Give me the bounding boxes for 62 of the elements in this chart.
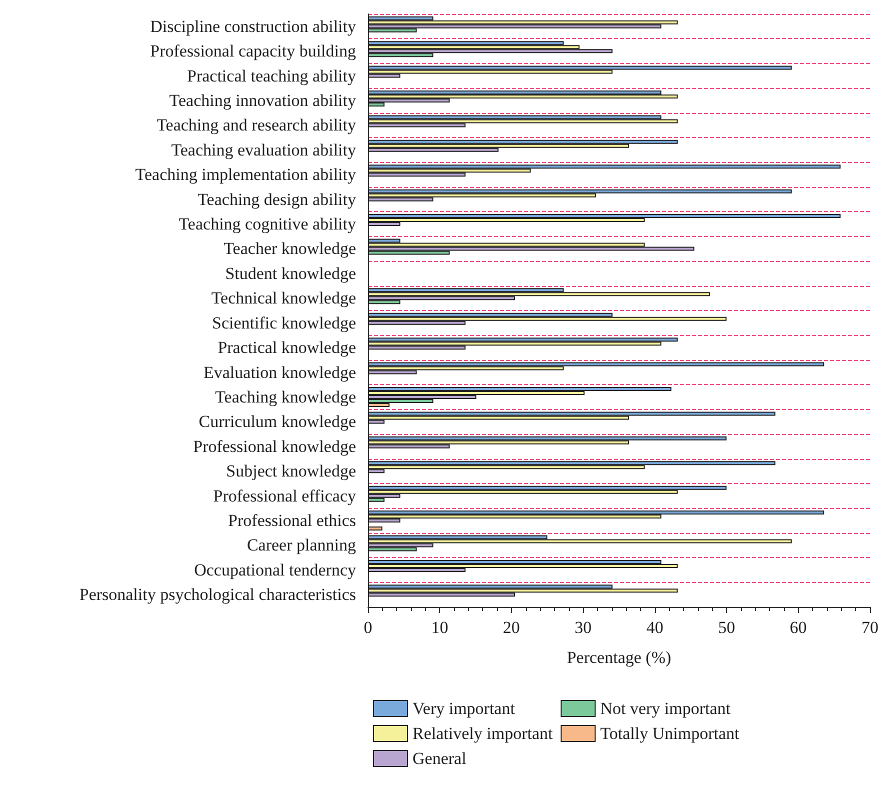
x-tick-label: 50 (718, 618, 736, 637)
y-tick-label: Curriculum knowledge (198, 412, 356, 432)
y-tick-label: Occupational tenderncy (194, 560, 356, 580)
bar (368, 214, 841, 218)
bar (368, 526, 382, 531)
legend-label: Totally Unimportant (600, 724, 740, 743)
y-tick-label: Professional capacity building (150, 42, 356, 61)
y-tick-label: Professional knowledge (193, 436, 356, 456)
y-tick-label: Teaching and research ability (156, 116, 356, 135)
bar (368, 510, 824, 515)
bar (368, 412, 776, 416)
y-tick-label: Teaching cognitive ability (178, 214, 356, 234)
bar (368, 461, 776, 466)
bar (368, 539, 792, 544)
y-tick-label: Teacher knowledge (224, 239, 356, 258)
y-tick-label: Subject knowledge (226, 462, 356, 481)
x-tick-label: 60 (790, 618, 807, 637)
y-tick-label: Professional ethics (228, 511, 356, 530)
y-tick-label: Teaching innovation ability (169, 90, 356, 110)
y-tick-label: Scientific knowledge (212, 313, 356, 332)
bar (368, 316, 727, 321)
y-tick-label: Teaching design ability (198, 190, 356, 209)
y-tick-label: Personality psychological characteristics (79, 585, 356, 604)
legend-label: Not very important (600, 699, 731, 718)
bar (368, 66, 792, 70)
bar (368, 588, 678, 593)
bar (368, 20, 678, 24)
bar (368, 292, 710, 296)
y-tick-label: Practical knowledge (218, 338, 356, 358)
legend-label: Relatively important (412, 724, 553, 743)
x-tick-label: 30 (574, 618, 592, 637)
bar (368, 386, 672, 391)
x-axis-title: Percentage (%) (566, 648, 672, 667)
bar (368, 436, 727, 440)
bar (368, 564, 678, 568)
bar (368, 486, 727, 490)
y-tick-label: Teaching implementation ability (135, 165, 356, 184)
x-tick-label: 40 (646, 618, 664, 637)
bar (368, 164, 841, 169)
y-tick-label: Evaluation knowledge (204, 362, 356, 382)
y-tick-label: Teaching knowledge (215, 387, 356, 406)
bar (368, 140, 678, 144)
legend-label: Very important (412, 699, 516, 718)
x-tick-label: 70 (862, 618, 878, 637)
y-tick-label: Practical teaching ability (187, 66, 356, 86)
y-tick-label: Student knowledge (225, 264, 356, 283)
legend-label: General (412, 749, 467, 768)
bar (368, 119, 678, 124)
bar (368, 246, 694, 251)
y-tick-label: Technical knowledge (211, 288, 356, 308)
bar (368, 189, 792, 194)
bar (368, 362, 824, 366)
bar (368, 49, 613, 54)
y-tick-label: Career planning (246, 536, 356, 555)
bar (368, 94, 678, 98)
x-tick-label: 20 (502, 618, 520, 637)
y-tick-label: Discipline construction ability (150, 16, 356, 36)
y-tick-label: Professional efficacy (213, 486, 356, 506)
y-tick-label: Teaching evaluation ability (171, 140, 356, 160)
x-tick-label: 0 (364, 618, 372, 637)
bar (368, 338, 678, 342)
x-tick-label: 10 (431, 618, 448, 637)
